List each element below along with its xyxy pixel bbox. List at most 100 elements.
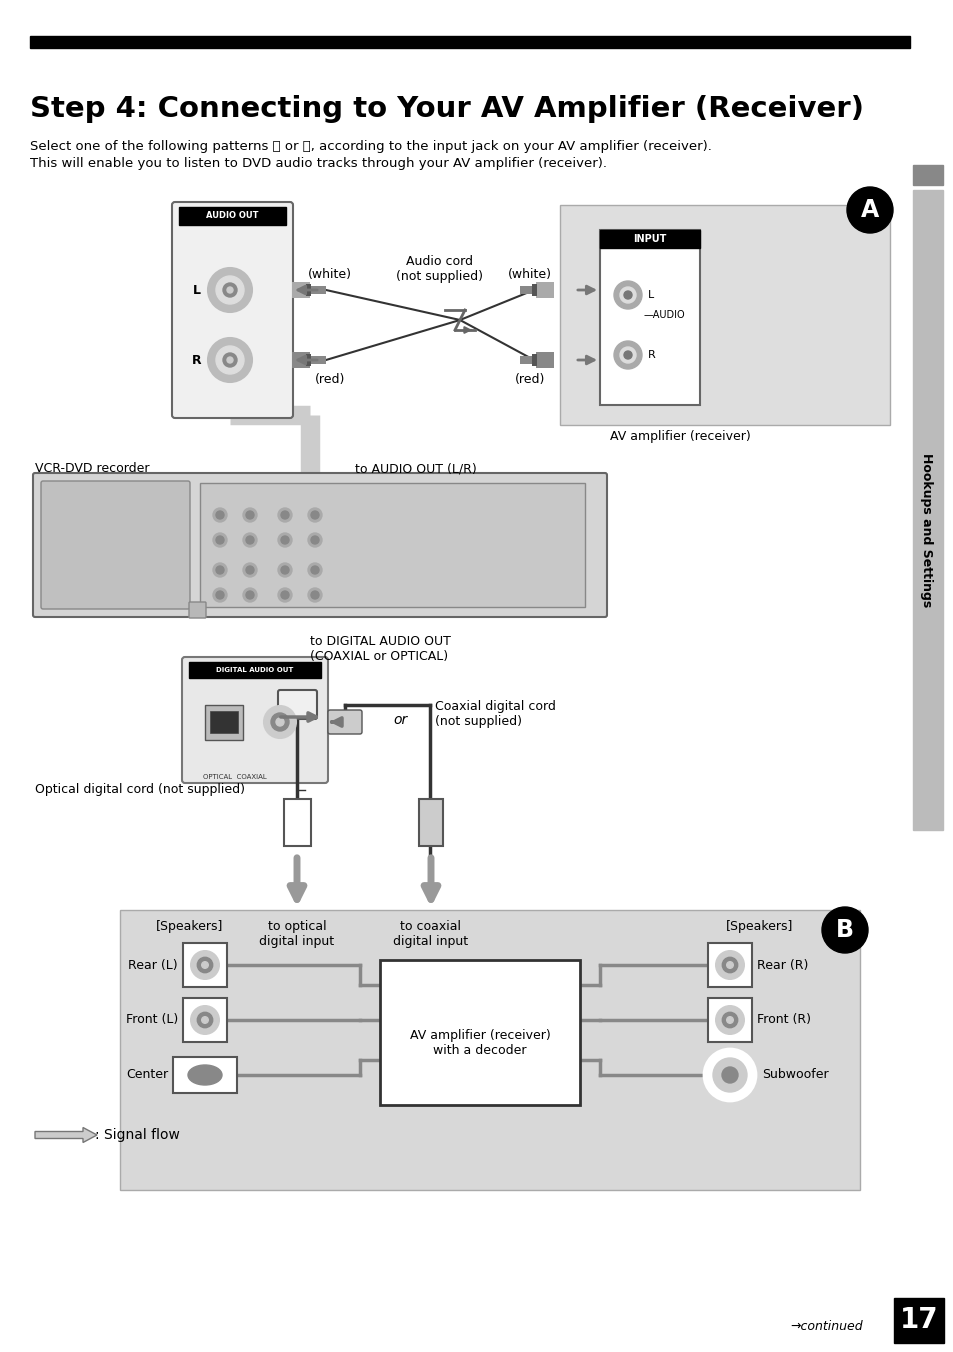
Circle shape (703, 1049, 755, 1101)
FancyBboxPatch shape (172, 201, 293, 418)
Bar (532, 354, 537, 366)
Bar (536, 283, 554, 297)
Bar (210, 711, 237, 733)
Text: 17: 17 (899, 1306, 938, 1334)
Bar (707, 998, 751, 1042)
Circle shape (243, 588, 256, 602)
Bar (172, 1057, 236, 1092)
FancyBboxPatch shape (277, 690, 316, 719)
Bar (30, 37, 909, 49)
Circle shape (208, 268, 252, 312)
Text: to DIGITAL AUDIO OUT
(COAXIAL or OPTICAL): to DIGITAL AUDIO OUT (COAXIAL or OPTICAL… (310, 635, 451, 662)
Circle shape (311, 511, 318, 519)
Text: R: R (192, 353, 202, 366)
Circle shape (227, 357, 233, 362)
Text: Select one of the following patterns Ⓐ or Ⓑ, according to the input jack on your: Select one of the following patterns Ⓐ o… (30, 141, 711, 153)
Bar (559, 206, 889, 425)
Bar (205, 704, 243, 740)
Text: (red): (red) (515, 373, 544, 387)
Circle shape (277, 588, 292, 602)
Text: to coaxial
digital input: to coaxial digital input (393, 919, 468, 948)
Bar (306, 284, 311, 296)
Circle shape (246, 535, 253, 544)
Bar (379, 960, 579, 1105)
Text: Front (R): Front (R) (757, 1014, 810, 1026)
Bar (519, 356, 536, 364)
FancyBboxPatch shape (33, 473, 606, 617)
Circle shape (726, 1017, 733, 1023)
Text: Coaxial digital cord
(not supplied): Coaxial digital cord (not supplied) (435, 700, 556, 727)
Circle shape (721, 957, 737, 972)
Circle shape (277, 562, 292, 577)
Text: Front (L): Front (L) (126, 1014, 178, 1026)
Circle shape (721, 1067, 738, 1083)
Text: AUDIO OUT: AUDIO OUT (206, 211, 258, 220)
Text: Subwoofer: Subwoofer (761, 1068, 828, 1082)
Circle shape (308, 588, 322, 602)
Text: →continued: →continued (789, 1321, 862, 1333)
Text: Center: Center (126, 1068, 168, 1082)
Circle shape (243, 508, 256, 522)
Text: AV amplifier (receiver): AV amplifier (receiver) (609, 430, 750, 443)
Text: (white): (white) (507, 268, 552, 281)
Text: OPTICAL  COAXIAL: OPTICAL COAXIAL (203, 773, 267, 780)
FancyBboxPatch shape (328, 710, 361, 734)
Circle shape (311, 535, 318, 544)
Circle shape (275, 718, 284, 726)
Circle shape (197, 1013, 213, 1028)
Text: L: L (193, 284, 201, 296)
Text: [Speakers]: [Speakers] (156, 919, 223, 933)
Bar (912, 191, 942, 830)
Circle shape (201, 961, 208, 968)
Circle shape (712, 1059, 746, 1092)
Text: R: R (647, 350, 655, 360)
Text: DIGITAL AUDIO OUT: DIGITAL AUDIO OUT (216, 667, 294, 673)
Text: AV amplifier (receiver)
with a decoder: AV amplifier (receiver) with a decoder (409, 1029, 550, 1056)
Circle shape (614, 281, 641, 310)
Circle shape (281, 535, 289, 544)
Circle shape (623, 352, 631, 360)
Circle shape (215, 591, 224, 599)
Circle shape (213, 562, 227, 577)
Bar (189, 662, 320, 677)
Circle shape (246, 591, 253, 599)
Text: (white): (white) (308, 268, 352, 281)
Circle shape (215, 346, 244, 375)
Bar (200, 483, 584, 607)
Circle shape (619, 287, 636, 303)
Circle shape (215, 566, 224, 575)
Text: VCR-DVD recorder: VCR-DVD recorder (35, 462, 150, 475)
Circle shape (846, 187, 892, 233)
FancyBboxPatch shape (41, 481, 190, 608)
Circle shape (726, 961, 733, 968)
Bar (120, 910, 859, 1190)
Bar (292, 352, 310, 368)
Circle shape (213, 588, 227, 602)
Circle shape (215, 276, 244, 304)
Circle shape (281, 511, 289, 519)
Circle shape (223, 283, 236, 297)
Bar (519, 287, 536, 293)
Text: to AUDIO OUT (L/R): to AUDIO OUT (L/R) (355, 462, 476, 475)
Circle shape (308, 508, 322, 522)
Bar (599, 230, 700, 406)
Circle shape (215, 535, 224, 544)
Text: Audio cord
(not supplied): Audio cord (not supplied) (396, 256, 483, 283)
Circle shape (715, 950, 743, 979)
FancyBboxPatch shape (182, 657, 328, 783)
Circle shape (215, 511, 224, 519)
Circle shape (715, 1006, 743, 1034)
Circle shape (311, 566, 318, 575)
Circle shape (264, 706, 295, 738)
Bar (310, 287, 326, 293)
Text: A: A (860, 197, 879, 222)
Ellipse shape (188, 1065, 222, 1086)
Text: This will enable you to listen to DVD audio tracks through your AV amplifier (re: This will enable you to listen to DVD au… (30, 157, 606, 170)
Text: : Signal flow: : Signal flow (95, 1128, 180, 1142)
Circle shape (311, 591, 318, 599)
Circle shape (243, 562, 256, 577)
Text: Step 4: Connecting to Your AV Amplifier (Receiver): Step 4: Connecting to Your AV Amplifier … (30, 95, 863, 123)
Text: (red): (red) (314, 373, 345, 387)
Text: —AUDIO: —AUDIO (643, 310, 685, 320)
Text: INPUT: INPUT (633, 234, 666, 243)
